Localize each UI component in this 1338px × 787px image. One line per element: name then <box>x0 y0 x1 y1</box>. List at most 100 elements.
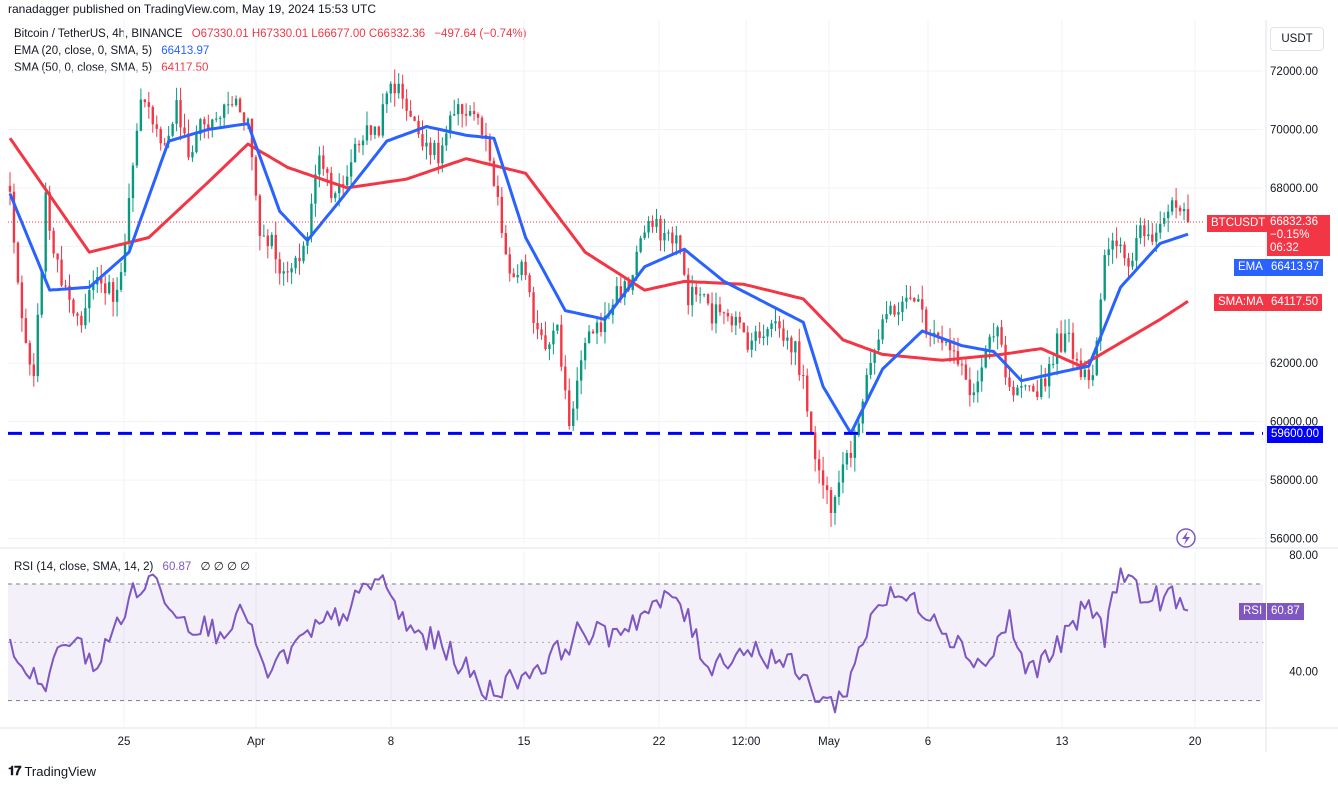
candle-body <box>925 309 928 335</box>
candle <box>651 215 654 233</box>
footer-brand[interactable]: 𝟏𝟕 TradingView <box>8 763 96 779</box>
candle-body <box>171 123 174 136</box>
candle-body <box>207 124 210 129</box>
candle-body <box>905 297 908 302</box>
candle-body <box>1143 225 1146 237</box>
candle-body <box>1163 218 1166 224</box>
candle <box>778 315 781 338</box>
candle <box>1107 237 1110 267</box>
candle <box>722 311 726 325</box>
candle <box>817 449 821 484</box>
candle <box>897 302 900 326</box>
tradingview-logo-icon: 𝟏𝟕 <box>8 763 22 778</box>
lightning-icon-bolt <box>1182 531 1190 545</box>
candle-body <box>869 362 872 375</box>
candle <box>603 302 607 344</box>
symbol-title: Bitcoin / TetherUS, 4h, BINANCE <box>14 28 183 40</box>
candle-body <box>516 274 519 278</box>
candle-body <box>302 245 305 262</box>
candle-body <box>76 313 79 316</box>
candle-body <box>1083 369 1087 378</box>
candle-body <box>599 322 603 333</box>
candle <box>552 322 555 355</box>
candle-body <box>794 341 797 353</box>
candle-body <box>389 83 392 94</box>
candle <box>453 99 456 117</box>
candle <box>322 145 325 176</box>
candle-body <box>345 176 349 186</box>
candle-body <box>413 116 416 121</box>
candle <box>1163 212 1166 227</box>
candle-body <box>274 234 277 260</box>
candle <box>155 115 158 137</box>
candle <box>913 297 916 303</box>
candle <box>770 319 773 338</box>
candle <box>877 329 880 352</box>
time-tick-label: May <box>818 736 840 748</box>
candle <box>175 87 178 132</box>
candle <box>706 293 710 306</box>
candle-body <box>552 330 555 345</box>
candle-body <box>191 152 194 158</box>
candle <box>1103 249 1106 302</box>
candle <box>1159 211 1162 240</box>
candle <box>274 221 277 274</box>
candle <box>687 267 690 315</box>
candle <box>599 312 603 337</box>
candle-body <box>1024 385 1027 387</box>
candle-body <box>1008 377 1011 387</box>
candle-body <box>786 337 789 341</box>
candle <box>1075 352 1079 370</box>
rsi-band-fill <box>8 584 1263 701</box>
candle-body <box>548 344 551 350</box>
candle-body <box>663 232 666 241</box>
price-change: −497.64 (−0.74%) <box>434 28 527 40</box>
candle <box>385 91 388 113</box>
candle-body <box>258 195 262 236</box>
ema-price-tag: 66413.97 <box>1267 259 1323 276</box>
candle-body <box>199 119 202 135</box>
candle <box>405 89 408 121</box>
candle <box>135 123 139 169</box>
candle-body <box>683 251 686 275</box>
candle-body <box>28 343 32 365</box>
candle <box>56 253 59 273</box>
currency-button[interactable]: USDT <box>1270 27 1324 51</box>
candle <box>8 172 12 206</box>
candle <box>671 226 674 256</box>
candle-body <box>702 294 706 296</box>
candle-body <box>286 271 289 273</box>
candle-body <box>802 375 805 377</box>
candle-body <box>1131 260 1134 267</box>
candle <box>207 114 210 139</box>
candle-body <box>1059 333 1063 352</box>
candle <box>663 218 666 252</box>
candle <box>1115 227 1118 259</box>
rsi-value: 60.87 <box>162 561 192 573</box>
candle-body <box>84 308 87 326</box>
candle-body <box>147 102 151 107</box>
candle-body <box>730 316 734 326</box>
candle <box>393 69 396 107</box>
candle-body <box>330 172 333 199</box>
candle <box>472 102 476 121</box>
candle-body <box>107 282 111 294</box>
time-tick-label: 15 <box>518 736 531 748</box>
candle-body <box>857 423 860 436</box>
candle-body <box>734 316 738 326</box>
ema-label: EMA (20, close, 0, SMA, 5) <box>14 45 153 57</box>
candle-body <box>722 312 726 314</box>
candle <box>667 229 670 241</box>
candle <box>544 321 547 351</box>
candle-body <box>1139 225 1142 238</box>
candle <box>195 125 198 154</box>
candle <box>726 308 730 322</box>
candle-body <box>1147 234 1150 237</box>
candle-body <box>718 304 722 313</box>
rsi-extra: ∅ ∅ ∅ ∅ <box>200 561 251 573</box>
candle-body <box>92 284 95 291</box>
candle <box>956 337 960 367</box>
candle <box>1044 367 1047 392</box>
candle-body <box>385 93 388 105</box>
